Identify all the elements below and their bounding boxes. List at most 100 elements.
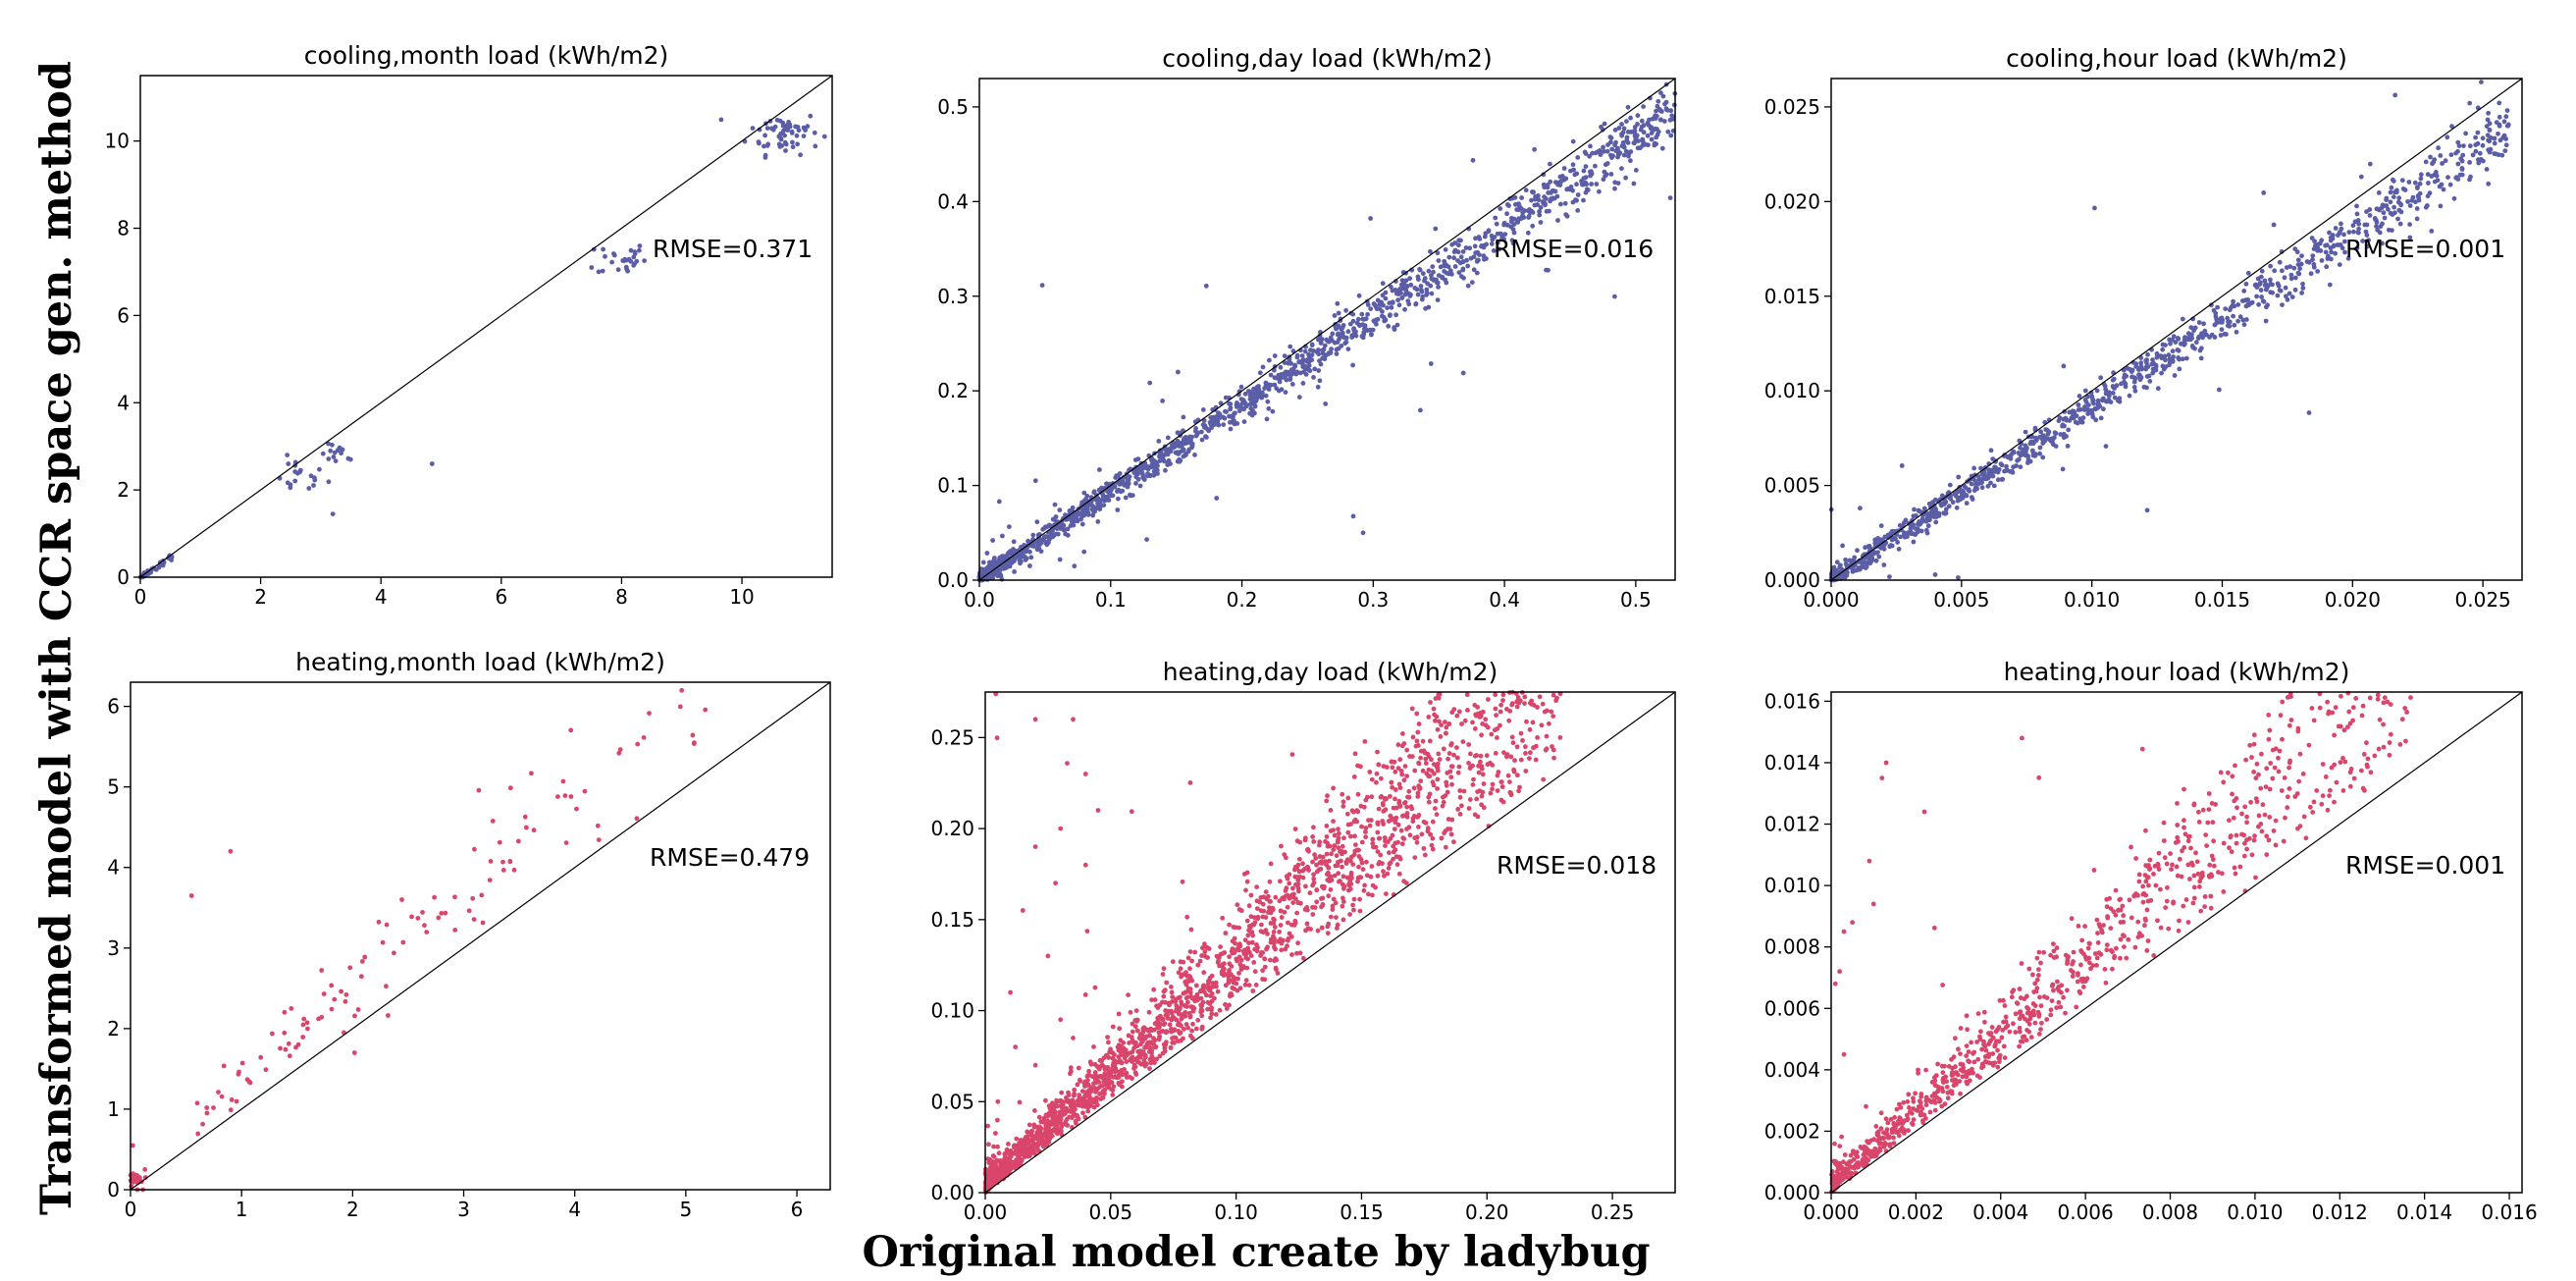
scatter-point <box>2418 172 2424 178</box>
scatter-point <box>1355 316 1361 322</box>
scatter-point <box>781 128 786 133</box>
x-tick-label: 0 <box>125 1198 137 1221</box>
scatter-point <box>1510 740 1516 746</box>
scatter-point <box>1123 495 1129 501</box>
scatter-point <box>2494 120 2499 126</box>
scatter-point <box>1440 803 1446 809</box>
scatter-point <box>1383 295 1389 301</box>
scatter-point <box>1370 882 1376 888</box>
scatter-point <box>2094 388 2100 394</box>
scatter-point <box>2207 335 2212 340</box>
scatter-point <box>2291 265 2297 271</box>
identity-line <box>978 78 1676 581</box>
scatter-point <box>1624 137 1630 143</box>
scatter-point <box>1208 415 1214 420</box>
scatter-point <box>2037 451 2043 456</box>
scatter-point <box>288 485 293 491</box>
scatter-point <box>1019 544 1024 550</box>
scatter-point <box>216 1090 221 1094</box>
scatter-point <box>1046 1140 1052 1145</box>
scatter-point <box>1325 843 1331 849</box>
scatter-point <box>1375 829 1381 835</box>
scatter-point <box>1344 811 1350 817</box>
scatter-point <box>1201 970 1207 976</box>
scatter-point <box>1390 784 1394 790</box>
scatter-point <box>1560 176 1566 181</box>
scatter-point <box>1116 1081 1122 1086</box>
scatter-point <box>2258 274 2264 280</box>
scatter-point <box>1233 410 1237 416</box>
scatter-point <box>2438 203 2444 209</box>
scatter-point <box>1047 1136 1053 1142</box>
scatter-point <box>1251 915 1257 921</box>
scatter-point <box>1097 1064 1103 1070</box>
scatter-point <box>1345 829 1351 835</box>
scatter-point <box>615 267 621 273</box>
scatter-point <box>1181 990 1186 996</box>
scatter-point <box>1258 953 1263 958</box>
scatter-point <box>1147 1066 1152 1071</box>
scatter-point <box>1073 1118 1078 1124</box>
scatter-point <box>1293 881 1298 887</box>
scatter-point <box>1178 966 1183 972</box>
scatter-point <box>1193 1026 1199 1032</box>
scatter-point <box>359 959 365 964</box>
scatter-point <box>2241 289 2247 294</box>
scatter-point <box>1540 701 1546 707</box>
scatter-point <box>617 747 623 752</box>
scatter-point <box>1399 772 1405 777</box>
scatter-point <box>1524 719 1529 724</box>
scatter-point <box>2333 250 2339 256</box>
scatter-point <box>1347 321 1353 327</box>
scatter-point <box>2497 123 2502 129</box>
scatter-point <box>1115 489 1120 494</box>
scatter-point <box>1654 134 1659 140</box>
scatter-point <box>330 511 336 516</box>
scatter-point <box>1477 788 1483 793</box>
scatter-point <box>1413 301 1419 306</box>
scatter-point <box>1537 694 1543 700</box>
scatter-point <box>2234 329 2239 335</box>
scatter-point <box>2394 187 2399 193</box>
scatter-point <box>1193 983 1199 988</box>
scatter-point <box>1161 993 1167 999</box>
scatter-point <box>1360 316 1366 322</box>
scatter-point <box>1202 949 1208 955</box>
x-tick-label: 1 <box>236 1198 248 1221</box>
scatter-point <box>1470 720 1475 725</box>
scatter-point <box>2505 123 2511 129</box>
scatter-point <box>1335 839 1341 845</box>
scatter-point <box>1607 134 1613 140</box>
scatter-point <box>1244 918 1250 924</box>
scatter-point <box>1197 958 1203 964</box>
axes-frame <box>978 78 1676 581</box>
scatter-point <box>1128 1009 1133 1015</box>
scatter-point <box>1340 325 1345 330</box>
scatter-point <box>1273 965 1279 971</box>
scatter-point <box>2376 190 2382 195</box>
scatter-point <box>1299 353 1305 358</box>
scatter-point <box>1423 821 1429 826</box>
scatter-point <box>2292 287 2298 293</box>
scatter-point <box>1351 896 1357 902</box>
scatter-point <box>1348 873 1354 878</box>
scatter-point <box>1313 856 1319 861</box>
scatter-point <box>1096 487 1102 493</box>
scatter-point <box>1463 245 1469 250</box>
scatter-point <box>1933 519 1939 525</box>
y-tick-label: 0.4 <box>937 189 969 213</box>
scatter-point <box>2033 438 2039 443</box>
scatter-point <box>1267 357 1272 363</box>
scatter-point <box>1170 1040 1176 1045</box>
scatter-point <box>1444 730 1448 736</box>
scatter-point <box>1244 879 1250 884</box>
scatter-point <box>333 458 339 463</box>
scatter-point <box>2458 156 2464 162</box>
y-tick-label: 4 <box>107 856 120 880</box>
scatter-point <box>1143 1043 1148 1049</box>
scatter-point <box>1456 270 1462 275</box>
scatter-point <box>1936 513 1942 518</box>
scatter-point <box>798 152 803 158</box>
scatter-point <box>568 794 574 799</box>
scatter-point <box>1498 722 1502 728</box>
